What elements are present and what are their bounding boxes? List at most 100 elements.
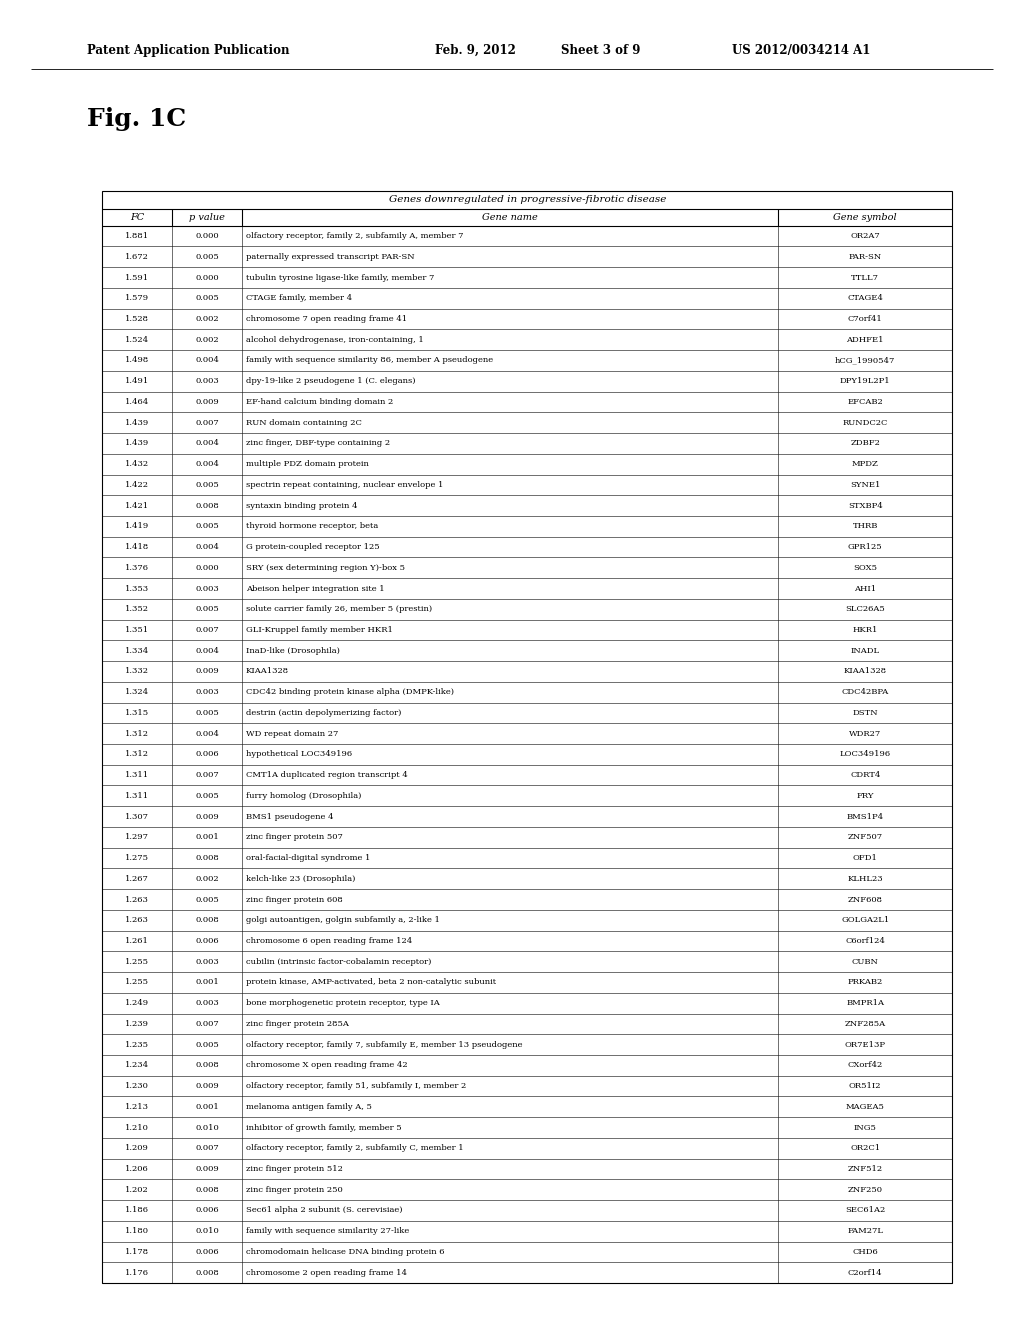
Text: tubulin tyrosine ligase-like family, member 7: tubulin tyrosine ligase-like family, mem…: [246, 273, 434, 281]
Text: family with sequence similarity 86, member A pseudogene: family with sequence similarity 86, memb…: [246, 356, 493, 364]
Text: 1.464: 1.464: [125, 397, 150, 407]
Text: 1.332: 1.332: [125, 668, 150, 676]
Text: 1.311: 1.311: [125, 771, 150, 779]
Text: 0.005: 0.005: [195, 792, 219, 800]
Text: CDRT4: CDRT4: [850, 771, 881, 779]
Text: 0.008: 0.008: [195, 1061, 219, 1069]
Text: 1.591: 1.591: [125, 273, 150, 281]
Text: dpy-19-like 2 pseudogene 1 (C. elegans): dpy-19-like 2 pseudogene 1 (C. elegans): [246, 378, 416, 385]
Text: 1.312: 1.312: [125, 750, 150, 759]
Text: Feb. 9, 2012: Feb. 9, 2012: [435, 44, 516, 57]
Text: 0.006: 0.006: [196, 750, 219, 759]
Text: FC: FC: [130, 213, 144, 222]
Text: CMT1A duplicated region transcript 4: CMT1A duplicated region transcript 4: [246, 771, 408, 779]
Text: zinc finger, DBF-type containing 2: zinc finger, DBF-type containing 2: [246, 440, 390, 447]
Text: AHI1: AHI1: [854, 585, 877, 593]
Text: GPR125: GPR125: [848, 543, 883, 550]
Text: 1.249: 1.249: [125, 999, 150, 1007]
Text: ING5: ING5: [854, 1123, 877, 1131]
Text: 0.004: 0.004: [195, 461, 219, 469]
Text: THRB: THRB: [853, 523, 878, 531]
Text: EFCAB2: EFCAB2: [847, 397, 883, 407]
Text: 0.006: 0.006: [196, 1206, 219, 1214]
Text: DPY19L2P1: DPY19L2P1: [840, 378, 891, 385]
Text: C6orf124: C6orf124: [845, 937, 885, 945]
Text: 1.176: 1.176: [125, 1269, 150, 1276]
Text: 0.004: 0.004: [195, 543, 219, 550]
Text: 0.008: 0.008: [195, 854, 219, 862]
Text: 0.005: 0.005: [195, 1040, 219, 1048]
Text: 0.004: 0.004: [195, 356, 219, 364]
Text: 1.672: 1.672: [125, 253, 150, 261]
Text: C7orf41: C7orf41: [848, 315, 883, 323]
Text: Patent Application Publication: Patent Application Publication: [87, 44, 290, 57]
Text: olfactory receptor, family 51, subfamily I, member 2: olfactory receptor, family 51, subfamily…: [246, 1082, 466, 1090]
Text: MPDZ: MPDZ: [852, 461, 879, 469]
Text: 1.234: 1.234: [125, 1061, 150, 1069]
Text: 0.007: 0.007: [195, 771, 219, 779]
Text: WDR27: WDR27: [849, 730, 882, 738]
Text: chromosome 6 open reading frame 124: chromosome 6 open reading frame 124: [246, 937, 412, 945]
Text: STXBP4: STXBP4: [848, 502, 883, 510]
Text: ADHFE1: ADHFE1: [847, 335, 884, 343]
Text: 0.003: 0.003: [195, 999, 219, 1007]
Text: bone morphogenetic protein receptor, type IA: bone morphogenetic protein receptor, typ…: [246, 999, 439, 1007]
Text: destrin (actin depolymerizing factor): destrin (actin depolymerizing factor): [246, 709, 401, 717]
Text: 0.005: 0.005: [195, 523, 219, 531]
Text: 1.202: 1.202: [125, 1185, 150, 1193]
Text: alcohol dehydrogenase, iron-containing, 1: alcohol dehydrogenase, iron-containing, …: [246, 335, 424, 343]
Text: melanoma antigen family A, 5: melanoma antigen family A, 5: [246, 1102, 372, 1111]
Text: CHD6: CHD6: [852, 1247, 878, 1255]
Text: CTAGE4: CTAGE4: [847, 294, 883, 302]
Text: ZNF512: ZNF512: [848, 1166, 883, 1173]
Text: 0.008: 0.008: [195, 1269, 219, 1276]
Text: DSTN: DSTN: [852, 709, 878, 717]
Text: TTLL7: TTLL7: [851, 273, 880, 281]
Text: Genes downregulated in progressive-fibrotic disease: Genes downregulated in progressive-fibro…: [389, 195, 666, 205]
Text: 1.312: 1.312: [125, 730, 150, 738]
Text: INADL: INADL: [851, 647, 880, 655]
Text: 0.009: 0.009: [195, 813, 219, 821]
Text: 1.419: 1.419: [125, 523, 150, 531]
Text: family with sequence similarity 27-like: family with sequence similarity 27-like: [246, 1228, 410, 1236]
Text: 1.206: 1.206: [125, 1166, 150, 1173]
Text: CXorf42: CXorf42: [848, 1061, 883, 1069]
Text: ZNF608: ZNF608: [848, 895, 883, 903]
Text: 1.324: 1.324: [125, 688, 150, 696]
Text: LOC349196: LOC349196: [840, 750, 891, 759]
Text: OR51I2: OR51I2: [849, 1082, 882, 1090]
Text: 0.000: 0.000: [196, 564, 219, 572]
Text: zinc finger protein 608: zinc finger protein 608: [246, 895, 343, 903]
Text: 0.003: 0.003: [195, 688, 219, 696]
Text: 1.263: 1.263: [125, 895, 150, 903]
Text: 1.524: 1.524: [125, 335, 150, 343]
Text: KIAA1328: KIAA1328: [844, 668, 887, 676]
Text: RUN domain containing 2C: RUN domain containing 2C: [246, 418, 361, 426]
Text: inhibitor of growth family, member 5: inhibitor of growth family, member 5: [246, 1123, 401, 1131]
Text: ZNF507: ZNF507: [848, 833, 883, 841]
Text: US 2012/0034214 A1: US 2012/0034214 A1: [732, 44, 870, 57]
Text: p value: p value: [189, 213, 225, 222]
Text: 0.005: 0.005: [195, 895, 219, 903]
Text: 1.351: 1.351: [125, 626, 150, 634]
Text: 0.009: 0.009: [195, 668, 219, 676]
Text: Gene name: Gene name: [482, 213, 538, 222]
Text: 0.003: 0.003: [195, 378, 219, 385]
Text: BMS1 pseudogene 4: BMS1 pseudogene 4: [246, 813, 334, 821]
Text: 0.001: 0.001: [195, 1102, 219, 1111]
Text: zinc finger protein 512: zinc finger protein 512: [246, 1166, 343, 1173]
Text: FAM27L: FAM27L: [847, 1228, 884, 1236]
Text: 0.007: 0.007: [195, 1144, 219, 1152]
Text: Abeison helper integration site 1: Abeison helper integration site 1: [246, 585, 384, 593]
Text: OFD1: OFD1: [853, 854, 878, 862]
Text: 1.186: 1.186: [125, 1206, 150, 1214]
Text: chromosome 2 open reading frame 14: chromosome 2 open reading frame 14: [246, 1269, 407, 1276]
Text: chromodomain helicase DNA binding protein 6: chromodomain helicase DNA binding protei…: [246, 1247, 444, 1255]
Text: ZNF285A: ZNF285A: [845, 1020, 886, 1028]
Text: 1.352: 1.352: [125, 606, 150, 614]
Text: 0.004: 0.004: [195, 730, 219, 738]
Text: 1.439: 1.439: [125, 440, 150, 447]
Text: 1.334: 1.334: [125, 647, 150, 655]
Text: 1.353: 1.353: [125, 585, 150, 593]
Text: 1.528: 1.528: [125, 315, 150, 323]
